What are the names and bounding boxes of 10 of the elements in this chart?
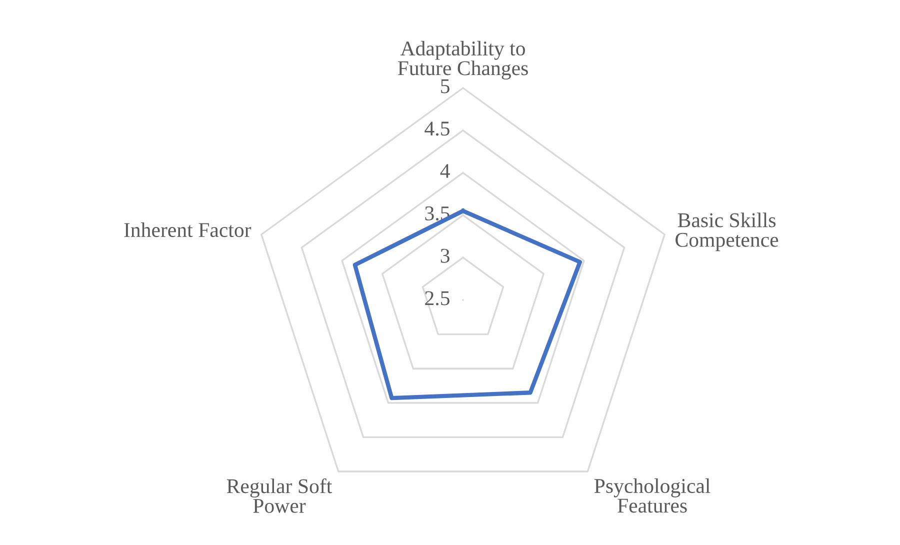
y-tick-label: 5	[441, 79, 450, 94]
spoke-label: Psychological Features	[594, 478, 710, 513]
y-tick-label: 2.5	[425, 291, 450, 306]
spoke-label: Regular Soft Power	[226, 478, 332, 513]
spoke-label: Adaptability to Future Changes	[398, 40, 528, 80]
spoke-label: Inherent Factor	[124, 222, 252, 238]
y-tick-label: 4.5	[424, 122, 450, 136]
spoke-label: Basic Skills Competence	[676, 212, 778, 252]
y-tick-label: 4	[440, 164, 450, 178]
y-tick-label: 3	[440, 248, 450, 263]
